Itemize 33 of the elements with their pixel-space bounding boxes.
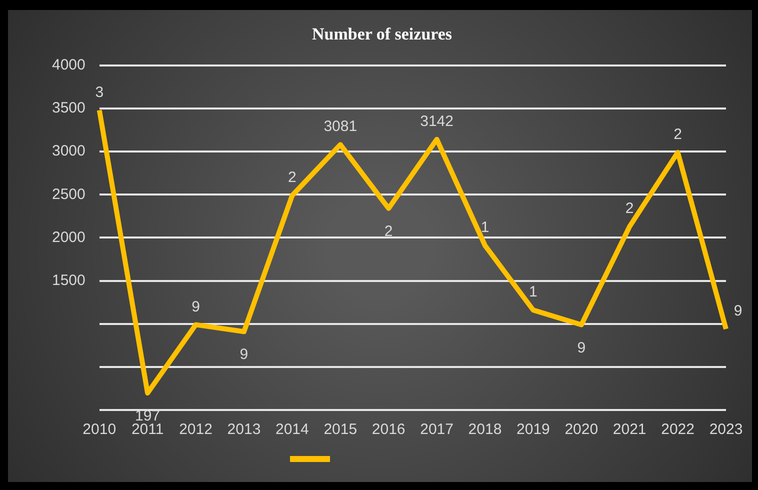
annotation: 9 <box>240 346 248 364</box>
y-tick-label: 1500 <box>52 272 86 289</box>
y-tick-label: 4000 <box>52 56 86 74</box>
y-tick-label: 2500 <box>52 186 86 203</box>
annotation: 9 <box>577 339 586 356</box>
annotation: 1 <box>480 219 490 236</box>
x-tick-label: 2019 <box>516 421 550 438</box>
x-tick-label: 2021 <box>612 421 646 438</box>
x-tick-label: 2013 <box>227 421 261 438</box>
x-tick-label: 2015 <box>324 421 358 438</box>
x-tick-label: 2016 <box>372 421 406 438</box>
annotation: 9 <box>734 302 742 320</box>
chart-title: Number of seizures <box>312 24 452 44</box>
annotation: 1 <box>529 284 538 301</box>
x-tick-label: 2017 <box>420 421 454 438</box>
y-tick-label: 3500 <box>52 100 86 117</box>
annotation: 2 <box>384 223 393 240</box>
annotation: 3 <box>95 84 104 101</box>
x-tick-label: 2018 <box>468 421 502 438</box>
y-tick-label: 3000 <box>52 142 86 160</box>
x-tick-label: 2020 <box>564 421 598 438</box>
x-tick-label: 2010 <box>82 421 116 438</box>
x-tick-label: 2023 <box>709 421 743 438</box>
annotation: 2 <box>625 200 634 218</box>
annotation: 2 <box>674 126 682 144</box>
annotation: 9 <box>192 298 200 316</box>
x-tick-label: 2014 <box>275 421 309 438</box>
annotation: 2 <box>288 169 296 186</box>
y-tick-label: 2000 <box>52 228 86 246</box>
x-tick-label: 2022 <box>661 421 694 438</box>
data-label: 3081 <box>324 118 358 136</box>
data-label: 3142 <box>420 112 454 130</box>
x-tick-label: 2012 <box>179 421 212 438</box>
